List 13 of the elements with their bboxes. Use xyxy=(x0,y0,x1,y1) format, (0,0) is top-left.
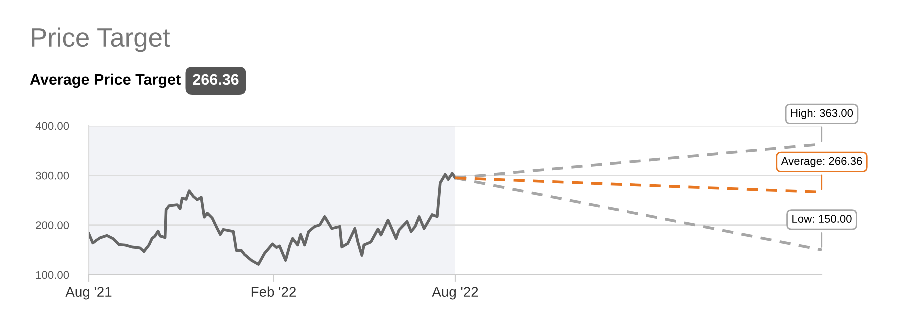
y-tick-label: 200.00 xyxy=(36,222,70,230)
chart-subtitle: Average Price Target xyxy=(30,74,181,88)
x-tick-label: Aug '22 xyxy=(432,287,478,300)
annotation: Average: 266.36 xyxy=(781,157,862,168)
annotation: High: 363.00 xyxy=(791,109,854,120)
y-tick-label: 400.00 xyxy=(36,122,70,130)
x-tick-label: Aug '21 xyxy=(66,287,112,300)
annotation: Low: 150.00 xyxy=(792,215,852,223)
text: 266.36 xyxy=(193,74,239,86)
y-tick-label: 300.00 xyxy=(36,172,70,180)
y-tick-label: 100.00 xyxy=(36,271,70,280)
chart-title: Price Target xyxy=(32,28,170,52)
x-tick-label: Feb '22 xyxy=(252,286,296,298)
